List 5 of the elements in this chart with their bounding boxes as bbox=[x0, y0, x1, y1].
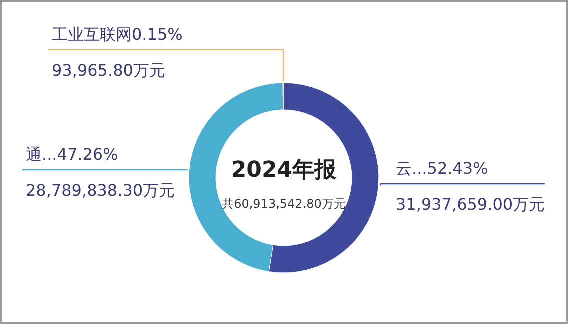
text: 2024年报 bbox=[231, 158, 338, 183]
slice-label: 工业互联网0.15% 93,965.80万元 bbox=[52, 25, 183, 80]
slice-label: 通...47.26% 28,789,838.30万元 bbox=[26, 145, 176, 200]
slice-label: 云...52.43% 31,937,659.00万元 bbox=[396, 159, 546, 214]
text: 共60,913,542.80万元 bbox=[222, 197, 346, 211]
